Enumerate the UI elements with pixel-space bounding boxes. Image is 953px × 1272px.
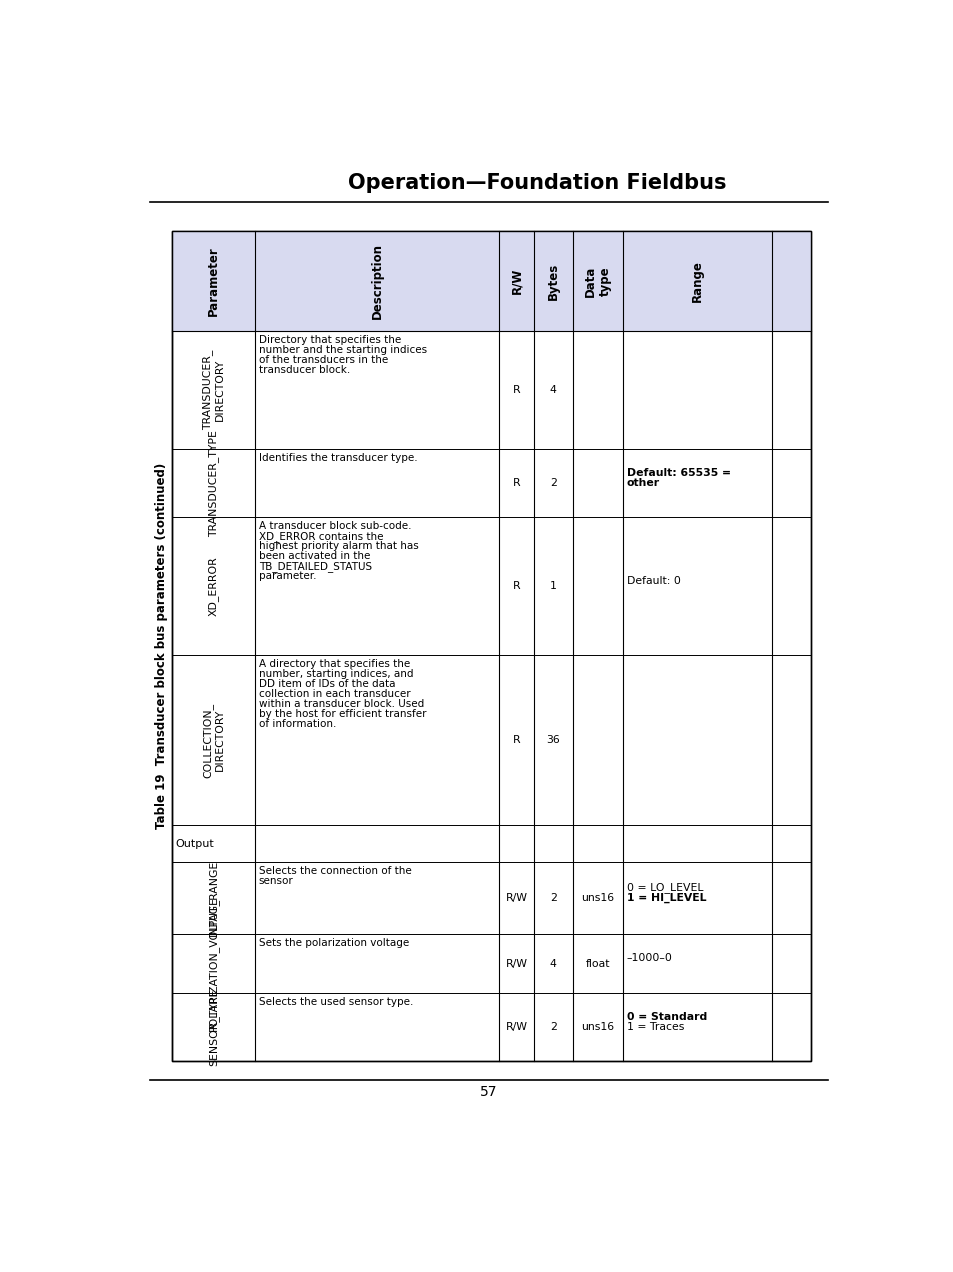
Text: 2: 2	[549, 478, 557, 488]
Text: 36: 36	[546, 735, 559, 745]
Text: Sets the polarization voltage: Sets the polarization voltage	[258, 937, 409, 948]
Text: other: other	[626, 478, 659, 488]
Text: Parameter: Parameter	[207, 247, 220, 317]
Text: DD item of IDs of the data: DD item of IDs of the data	[258, 679, 395, 689]
Text: by the host for efficient transfer: by the host for efficient transfer	[258, 709, 426, 719]
Text: 0 = LO_LEVEL: 0 = LO_LEVEL	[626, 883, 702, 893]
Text: R/W: R/W	[505, 893, 527, 903]
Text: TB_DETAILED_STATUS: TB_DETAILED_STATUS	[258, 561, 372, 572]
Text: of the transducers in the: of the transducers in the	[258, 355, 388, 365]
Text: Table 19  Transducer block bus parameters (continued): Table 19 Transducer block bus parameters…	[154, 463, 168, 829]
Text: within a transducer block. Used: within a transducer block. Used	[258, 698, 423, 709]
Text: XD_ERROR: XD_ERROR	[208, 556, 218, 616]
Text: SENSOR_TYPE: SENSOR_TYPE	[208, 988, 218, 1066]
Text: 1 = HI_LEVEL: 1 = HI_LEVEL	[626, 893, 705, 903]
Text: Directory that specifies the: Directory that specifies the	[258, 335, 400, 345]
Text: uns16: uns16	[580, 893, 614, 903]
Text: number and the starting indices: number and the starting indices	[258, 345, 426, 355]
Text: collection in each transducer: collection in each transducer	[258, 689, 410, 698]
Bar	[172, 232, 810, 1061]
Text: Selects the connection of the: Selects the connection of the	[258, 866, 411, 876]
Text: transducer block.: transducer block.	[258, 365, 350, 375]
Text: Description: Description	[370, 243, 383, 319]
Bar	[172, 232, 810, 1061]
Text: POLARIZATION_VOLTAGE: POLARIZATION_VOLTAGE	[208, 897, 218, 1032]
Text: 57: 57	[479, 1085, 497, 1099]
Text: R/W: R/W	[505, 959, 527, 968]
Text: Identifies the transducer type.: Identifies the transducer type.	[258, 453, 416, 463]
Text: A directory that specifies the: A directory that specifies the	[258, 659, 410, 669]
Text: uns16: uns16	[580, 1023, 614, 1032]
Text: –1000–0: –1000–0	[626, 954, 672, 963]
Text: number, starting indices, and: number, starting indices, and	[258, 669, 413, 679]
Text: float: float	[585, 959, 609, 968]
Text: R: R	[512, 385, 519, 396]
Text: Operation—Foundation Fieldbus: Operation—Foundation Fieldbus	[348, 173, 726, 193]
Text: Selects the used sensor type.: Selects the used sensor type.	[258, 997, 413, 1007]
Text: R/W: R/W	[510, 268, 522, 294]
Text: Data
type: Data type	[583, 266, 611, 296]
Text: R: R	[512, 735, 519, 745]
Text: 4: 4	[549, 959, 557, 968]
Text: TRANSDUCER_
DIRECTORY: TRANSDUCER_ DIRECTORY	[202, 350, 224, 430]
Text: been activated in the: been activated in the	[258, 551, 370, 561]
Text: XD_ERROR contains the: XD_ERROR contains the	[258, 532, 383, 542]
Text: sensor: sensor	[258, 876, 294, 885]
Text: 2: 2	[549, 893, 557, 903]
Text: R/W: R/W	[505, 1023, 527, 1032]
Text: 2: 2	[549, 1023, 557, 1032]
Bar	[172, 232, 810, 331]
Text: Output: Output	[175, 838, 214, 848]
Text: 1: 1	[549, 581, 557, 591]
Text: INPUT_RANGE: INPUT_RANGE	[208, 860, 218, 936]
Text: A transducer block sub-code.: A transducer block sub-code.	[258, 522, 411, 532]
Text: parameter.: parameter.	[258, 571, 315, 581]
Text: 4: 4	[549, 385, 557, 396]
Text: TRANSDUCER_TYPE: TRANSDUCER_TYPE	[208, 430, 218, 537]
Text: Range: Range	[690, 261, 703, 303]
Text: 0 = Standard: 0 = Standard	[626, 1011, 706, 1021]
Text: highest priority alarm that has: highest priority alarm that has	[258, 542, 418, 551]
Text: R: R	[512, 478, 519, 488]
Text: Bytes: Bytes	[546, 262, 559, 300]
Text: Default: 65535 =: Default: 65535 =	[626, 468, 730, 478]
Text: R: R	[512, 581, 519, 591]
Text: COLLECTION_
DIRECTORY: COLLECTION_ DIRECTORY	[202, 702, 224, 777]
Text: Default: 0: Default: 0	[626, 576, 680, 586]
Text: of information.: of information.	[258, 719, 335, 729]
Text: 1 = Traces: 1 = Traces	[626, 1023, 683, 1032]
